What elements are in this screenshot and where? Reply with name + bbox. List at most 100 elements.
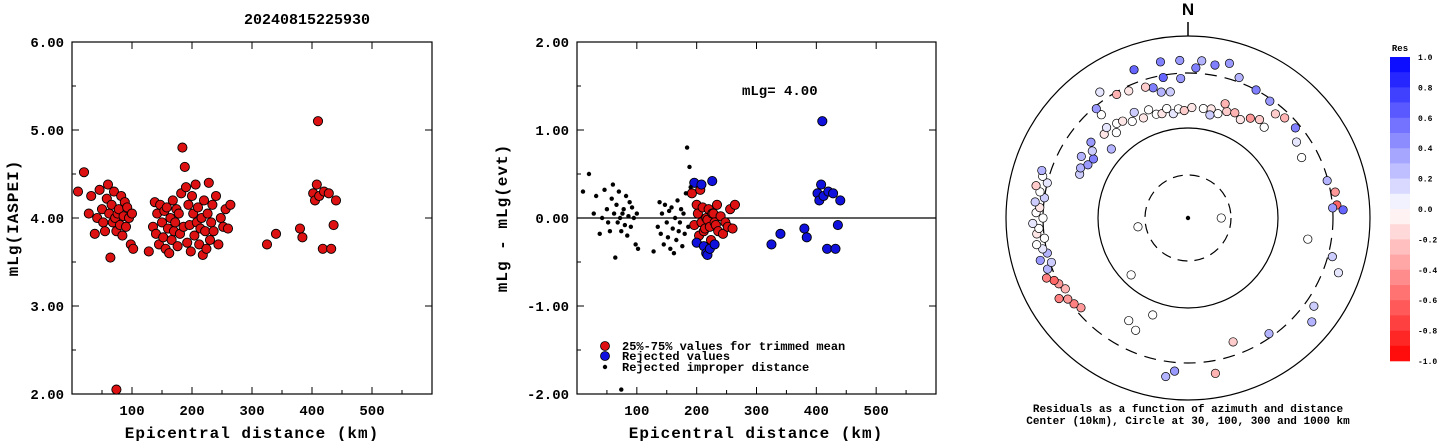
mag-point: [189, 230, 200, 241]
res-point-dot: [619, 229, 624, 234]
mag-point: [180, 182, 192, 193]
polar-station-point: [1088, 154, 1099, 164]
res-x-tick-label: 300: [744, 404, 769, 420]
polar-station-point: [1290, 123, 1300, 133]
mag-point: [170, 217, 181, 228]
res-point-dot: [619, 387, 624, 392]
res-point: [822, 243, 833, 254]
colorbar-cell: [1390, 178, 1410, 195]
res-point: [717, 228, 729, 239]
res-point-dot: [678, 207, 684, 212]
res-point: [696, 179, 707, 190]
polar-caption-line1: Residuals as a function of azimuth and d…: [1033, 404, 1344, 416]
res-point-dot: [664, 220, 669, 225]
colorbar-tick-label: 0.0: [1418, 206, 1433, 215]
polar-station-point: [1187, 103, 1197, 113]
polar-station-point: [1161, 371, 1171, 382]
polar-station-point: [1328, 203, 1338, 213]
res-point-dot: [625, 233, 630, 238]
res-point-dot: [666, 208, 672, 214]
x-axis-label-magnitude: Epicentral distance (km): [125, 425, 379, 441]
mag-point: [83, 208, 94, 219]
mag-point: [270, 228, 282, 239]
y-axis-label-residual: mLg - mLg(evt): [494, 144, 512, 292]
mag-point: [185, 246, 196, 257]
res-point-dot: [611, 211, 617, 216]
res-point-dot: [597, 231, 602, 237]
ring-100km: [1144, 174, 1232, 262]
polar-station-point: [1156, 87, 1166, 97]
res-point-dot: [629, 205, 635, 210]
polar-station-point: [1086, 137, 1096, 147]
res-point: [709, 239, 720, 250]
res-point-dot: [683, 191, 689, 196]
polar-station-point: [1155, 57, 1166, 67]
res-y-tick-label: 1.00: [535, 124, 569, 140]
colorbar-cell: [1390, 209, 1410, 225]
res-point-dot: [659, 211, 665, 216]
polar-station-point: [1131, 325, 1141, 335]
res-point: [707, 175, 718, 187]
polar-station-point: [1230, 108, 1240, 118]
colorbar-tick-label: 0.2: [1418, 176, 1433, 185]
res-point-dot: [580, 189, 586, 194]
y-axis-label-magnitude: mLg(IASPEI): [5, 160, 23, 277]
polar-station-point: [1076, 303, 1086, 313]
mag-point: [194, 239, 205, 250]
mag-x-tick-label: 200: [179, 404, 204, 420]
legend-label-trimmed: 25%-75% values for trimmed mean: [622, 340, 845, 354]
mag-point: [192, 202, 204, 213]
res-point-dot: [616, 189, 622, 194]
res-x-tick-label: 500: [864, 404, 889, 420]
ring-1000km: [1042, 72, 1334, 364]
polar-station-point: [1170, 366, 1180, 376]
res-point: [711, 199, 723, 210]
mag-point: [317, 243, 328, 254]
mag-point: [200, 226, 211, 237]
res-point-dot: [604, 207, 610, 212]
mag-x-tick-label: 400: [299, 404, 324, 420]
polar-station-point: [1264, 329, 1274, 339]
legend-marker-rejected: [600, 351, 610, 361]
mag-point: [222, 223, 234, 234]
res-point-dot: [668, 246, 673, 251]
legend-marker-trimmed: [600, 341, 610, 351]
colorbar-cell: [1390, 315, 1410, 331]
mag-y-tick-label: 3.00: [30, 300, 64, 316]
colorbar-cell: [1390, 148, 1410, 164]
mag-point: [311, 179, 322, 190]
mag-point: [86, 190, 97, 202]
polar-station-point: [1144, 105, 1154, 115]
colorbar-cell: [1390, 193, 1410, 210]
polar-station-point: [1034, 223, 1044, 233]
polar-station-point: [1291, 137, 1302, 147]
colorbar-tick-label: 0.6: [1418, 115, 1433, 124]
res-point-dot: [610, 182, 616, 187]
polar-station-point: [1210, 368, 1220, 378]
res-point: [799, 223, 810, 234]
res-point-dot: [676, 229, 681, 234]
chart-title: 20240815225930: [244, 12, 370, 29]
mag-point: [102, 179, 114, 190]
mag-point: [201, 243, 212, 254]
res-point-dot: [665, 235, 671, 240]
mag-point: [143, 246, 154, 257]
mag-point: [198, 195, 210, 206]
res-point-dot: [677, 220, 683, 225]
polar-station-point: [1191, 63, 1201, 73]
res-point-dot: [628, 224, 634, 229]
colorbar-tick-label: -0.8: [1418, 328, 1437, 337]
res-point-dot: [671, 251, 677, 256]
polar-station-point: [1031, 181, 1041, 191]
polar-station-point: [1091, 104, 1101, 114]
colorbar-cell: [1390, 285, 1410, 301]
polar-station-point: [1228, 337, 1238, 347]
colorbar-tick-label: -1.0: [1418, 358, 1437, 367]
mag-y-tick-label: 4.00: [30, 212, 64, 228]
mag-point: [96, 204, 108, 215]
mag-point: [167, 195, 178, 206]
res-y-tick-label: 0.00: [535, 212, 569, 228]
polar-station-point: [1309, 301, 1319, 311]
res-y-tick-label: -2.00: [527, 388, 569, 404]
polar-station-point: [1039, 233, 1049, 243]
